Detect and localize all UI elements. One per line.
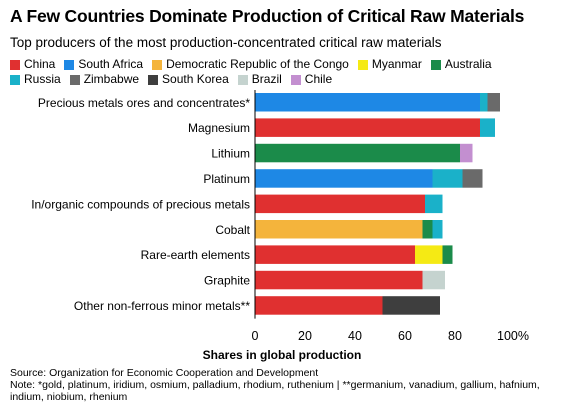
legend-label: Russia xyxy=(24,72,61,86)
legend-item: Myanmar xyxy=(357,57,422,72)
bar-segment xyxy=(382,296,440,315)
x-tick-label: 60 xyxy=(398,329,412,343)
bar-segment xyxy=(415,245,443,264)
x-tick-label: 100% xyxy=(497,329,529,343)
category-label: Graphite xyxy=(204,274,250,288)
legend-swatch xyxy=(290,74,301,85)
chart-subtitle: Top producers of the most production-con… xyxy=(10,35,442,50)
category-label: Lithium xyxy=(211,147,250,161)
bar-segment xyxy=(255,143,460,163)
legend-label: China xyxy=(24,57,56,71)
bar-segment xyxy=(462,169,483,188)
x-axis-label: Shares in global production xyxy=(203,348,362,362)
legend-swatch xyxy=(430,59,441,70)
legend-swatch xyxy=(10,59,20,70)
legend-item: China xyxy=(10,57,55,72)
category-label: Magnesium xyxy=(188,121,250,135)
source-notes: Source: Organization for Economic Cooper… xyxy=(10,367,575,403)
legend-item: Chile xyxy=(290,72,333,87)
legend-swatch xyxy=(148,74,159,85)
category-label: Other non-ferrous minor metals** xyxy=(74,299,250,313)
category-label: Rare-earth elements xyxy=(141,248,250,262)
chart-legend: China South Africa Democratic Republic of … xyxy=(10,57,570,87)
source-text: Source: Organization for Economic Cooper… xyxy=(10,367,319,379)
bar-segment xyxy=(422,270,445,290)
bar-segment xyxy=(422,220,433,239)
category-label: Precious metals ores and concentrates* xyxy=(38,96,250,110)
bar-segment xyxy=(255,296,383,315)
category-label: Cobalt xyxy=(215,223,250,237)
legend-item: Democratic Republic of the Congo xyxy=(152,57,349,72)
x-tick-label: 80 xyxy=(448,329,462,343)
category-label: Platinum xyxy=(203,172,250,186)
bar-segment xyxy=(255,270,423,290)
legend-row: Russia Zimbabwe South Korea Brazil Chile xyxy=(10,72,570,87)
bar-segment xyxy=(255,245,415,264)
bar-segment xyxy=(255,194,425,214)
bar-segment xyxy=(432,169,463,188)
legend-swatch xyxy=(152,59,163,70)
x-tick-label: 20 xyxy=(298,329,312,343)
legend-swatch xyxy=(237,74,248,85)
bar-segment xyxy=(425,194,443,214)
legend-swatch xyxy=(69,74,80,85)
legend-item: South Korea xyxy=(148,72,229,87)
bar-segment xyxy=(432,220,443,239)
legend-row: China South Africa Democratic Republic of … xyxy=(10,57,570,72)
legend-label: Zimbabwe xyxy=(83,72,140,86)
x-tick-label: 0 xyxy=(252,329,259,343)
bar-segment xyxy=(480,93,488,112)
legend-swatch xyxy=(10,74,20,85)
bar-segment xyxy=(255,220,423,239)
legend-swatch xyxy=(357,59,368,70)
category-label: In/organic compounds of precious metals xyxy=(31,197,250,211)
legend-item: Zimbabwe xyxy=(69,72,140,87)
legend-label: South Africa xyxy=(78,57,144,71)
legend-item: Brazil xyxy=(237,72,282,87)
chart-title: A Few Countries Dominate Production of C… xyxy=(10,6,525,26)
bar-segment xyxy=(487,93,500,112)
legend-label: Chile xyxy=(304,72,333,86)
legend-item: South Africa xyxy=(64,57,143,72)
legend-item: Australia xyxy=(430,57,492,72)
bar-segment xyxy=(255,118,480,137)
bar-segment xyxy=(442,245,453,264)
bar-segment xyxy=(460,143,473,163)
legend-item: Russia xyxy=(10,72,61,87)
legend-label: Democratic Republic of the Congo xyxy=(166,57,349,71)
bar-segment xyxy=(255,169,433,188)
legend-label: Myanmar xyxy=(371,57,422,71)
legend-label: Australia xyxy=(444,57,492,71)
legend-label: Brazil xyxy=(251,72,282,86)
bar-segment xyxy=(255,93,480,112)
x-tick-label: 40 xyxy=(348,329,362,343)
note-text: Note: *gold, platinum, iridium, osmium, … xyxy=(10,379,540,403)
legend-swatch xyxy=(64,59,75,70)
bar-segment xyxy=(480,118,495,137)
legend-label: South Korea xyxy=(162,72,229,86)
